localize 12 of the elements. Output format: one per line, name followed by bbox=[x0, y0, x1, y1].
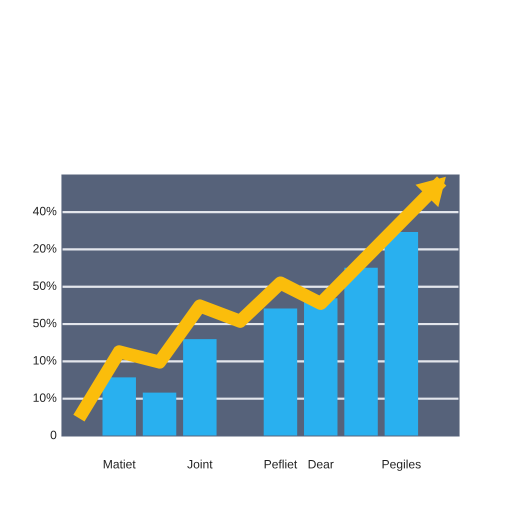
x-tick-label: Dear bbox=[308, 460, 334, 468]
x-tick-label: Joint bbox=[187, 460, 213, 468]
text: 40% bbox=[32, 206, 56, 216]
text: 0 bbox=[50, 430, 56, 440]
text: 10% bbox=[34, 356, 56, 365]
text: 20% bbox=[33, 244, 56, 253]
x-tick-label: Pegiles bbox=[382, 460, 421, 471]
x-tick-label: Matiet bbox=[104, 460, 136, 468]
text: 50% bbox=[33, 318, 56, 328]
text: 50% bbox=[33, 281, 56, 290]
text: 10% bbox=[34, 393, 56, 402]
x-tick-label: Pefliet bbox=[264, 460, 298, 468]
